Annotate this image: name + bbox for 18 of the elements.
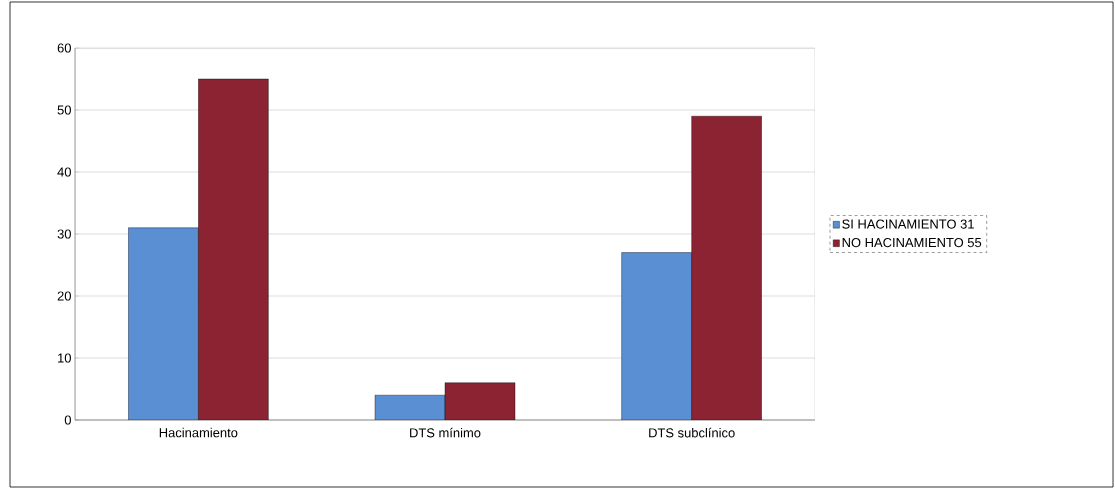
legend-label: SI HACINAMIENTO 31 xyxy=(842,219,974,229)
bar xyxy=(445,382,515,420)
legend-label: NO HACINAMIENTO 55 xyxy=(842,237,982,248)
x-tick-label: DTS mínimo xyxy=(410,427,481,438)
x-tick-label: Hacinamiento xyxy=(159,427,238,438)
y-tick-label: 10 xyxy=(58,353,71,363)
y-tick-label: 30 xyxy=(57,229,71,239)
bar xyxy=(621,252,692,420)
bar xyxy=(375,395,445,420)
bar xyxy=(691,116,762,420)
y-tick-label: 20 xyxy=(57,291,71,301)
y-tick-label: 0 xyxy=(64,415,71,425)
x-tick-label: DTS subclínico xyxy=(649,427,735,438)
y-tick-label: 40 xyxy=(57,167,71,177)
y-tick-label: 60 xyxy=(57,43,71,53)
bar xyxy=(198,79,269,420)
y-tick-label: 50 xyxy=(57,105,71,115)
bar xyxy=(128,227,199,420)
